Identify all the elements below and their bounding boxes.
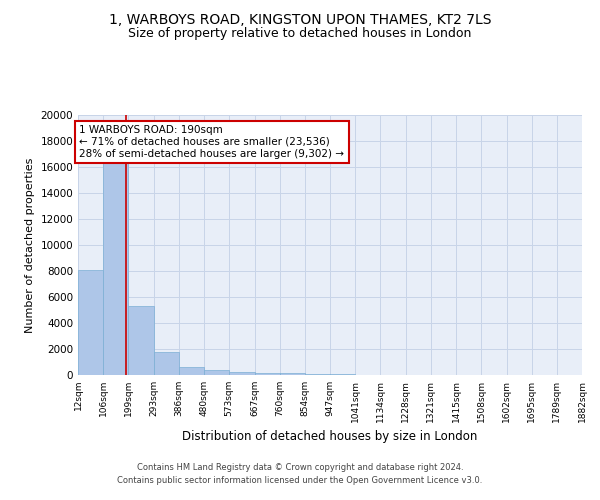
Bar (103, 159, 128, 375)
X-axis label: Distribution of detached houses by size in London: Distribution of detached houses by size … (182, 430, 478, 444)
Text: Contains HM Land Registry data © Crown copyright and database right 2024.: Contains HM Land Registry data © Crown c… (137, 462, 463, 471)
Bar (179, 366, 204, 375)
Text: 1, WARBOYS ROAD, KINGSTON UPON THAMES, KT2 7LS: 1, WARBOYS ROAD, KINGSTON UPON THAMES, K… (109, 12, 491, 26)
Y-axis label: Number of detached properties: Number of detached properties (25, 158, 35, 332)
Bar (128, 306, 154, 375)
Bar (78, 270, 103, 375)
Bar (254, 373, 280, 375)
Bar (280, 373, 305, 375)
Bar (330, 374, 355, 375)
Text: 1 WARBOYS ROAD: 190sqm
← 71% of detached houses are smaller (23,536)
28% of semi: 1 WARBOYS ROAD: 190sqm ← 71% of detached… (79, 126, 344, 158)
Bar (154, 352, 179, 375)
Text: Size of property relative to detached houses in London: Size of property relative to detached ho… (128, 28, 472, 40)
Bar (229, 372, 254, 375)
Bar (204, 370, 229, 375)
Bar (305, 374, 330, 375)
Text: Contains public sector information licensed under the Open Government Licence v3: Contains public sector information licen… (118, 476, 482, 485)
